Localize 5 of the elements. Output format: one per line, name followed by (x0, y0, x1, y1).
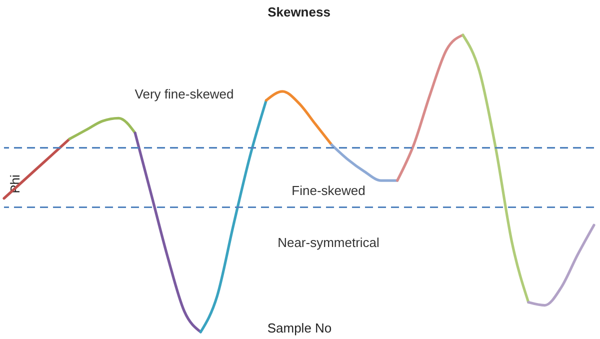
chart-title: Skewness (268, 4, 330, 20)
annotation: Fine-skewed (292, 182, 366, 198)
annotation: Near-symmetrical (278, 234, 380, 250)
annotation: Very fine-skewed (134, 86, 234, 102)
x-axis-title: Sample No (267, 320, 332, 336)
